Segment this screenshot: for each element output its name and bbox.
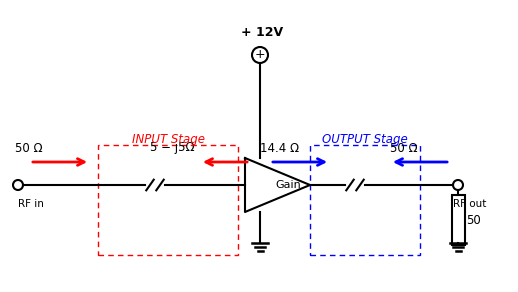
Bar — [98, 145, 238, 255]
Text: OUTPUT Stage: OUTPUT Stage — [322, 133, 408, 147]
Text: 14.4 Ω: 14.4 Ω — [260, 142, 299, 154]
Text: RF in: RF in — [18, 199, 44, 209]
Text: +: + — [255, 48, 265, 62]
Text: INPUT Stage: INPUT Stage — [132, 133, 205, 147]
Text: + 12V: + 12V — [241, 26, 283, 39]
Text: RF out: RF out — [453, 199, 486, 209]
Text: 5 − j5Ω: 5 − j5Ω — [150, 142, 195, 154]
Text: Gain: Gain — [276, 180, 301, 190]
Text: 50 Ω: 50 Ω — [390, 142, 418, 154]
Bar — [452, 195, 465, 245]
Text: 50: 50 — [467, 213, 481, 227]
Text: 50 Ω: 50 Ω — [15, 142, 42, 154]
Bar — [310, 145, 420, 255]
